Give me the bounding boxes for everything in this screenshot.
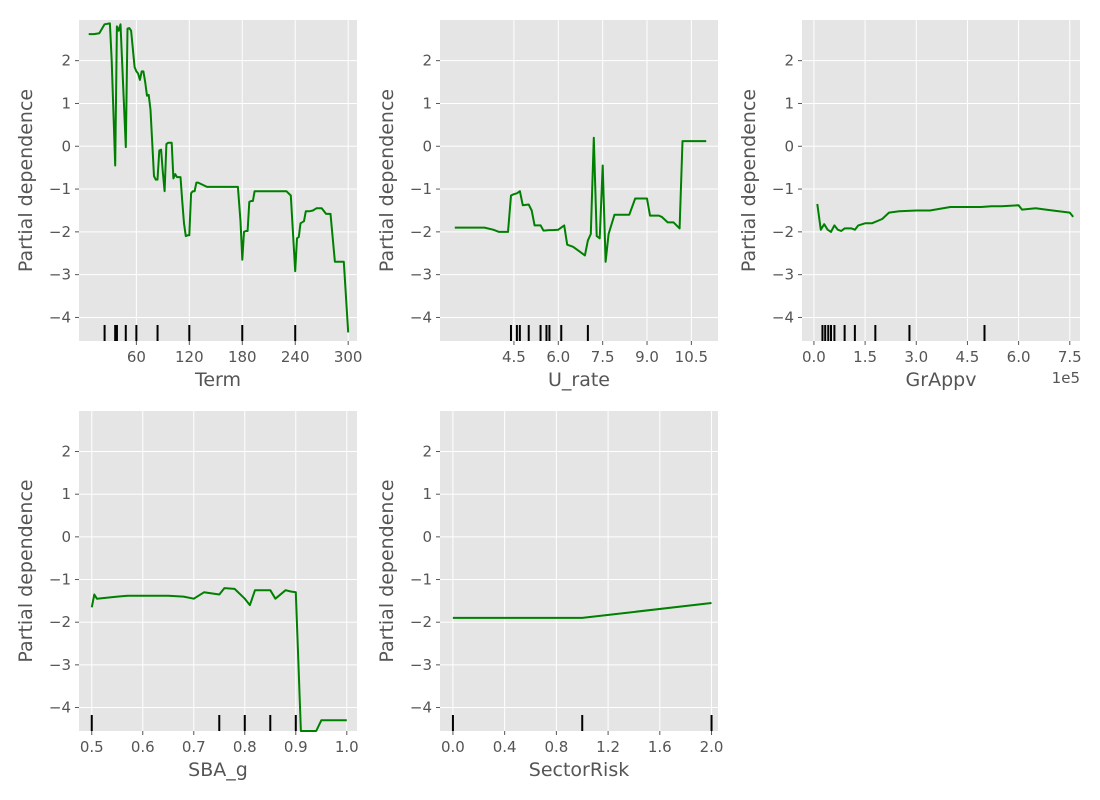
x-tick-label: 0.7 [182,738,206,756]
y-tick-label: 2 [422,52,432,70]
x-tick-label: 7.5 [591,348,615,366]
y-tick-label: 0 [422,137,432,155]
y-tick-label: 0 [61,528,71,546]
y-tick-label: −3 [772,266,794,284]
gridlines [440,411,718,731]
plot-area [79,411,357,731]
x-tick-label: 9.0 [635,348,659,366]
x-tick-label: 1.5 [853,348,877,366]
x-tick-label: 3.0 [904,348,928,366]
y-axis-label: Partial dependence [376,479,398,662]
x-axis-label: U_rate [548,369,610,391]
x-tick-label: 1.0 [335,738,359,756]
y-tick-label: −4 [49,308,71,326]
y-tick-label: 1 [61,94,71,112]
y-tick-label: −1 [410,571,432,589]
x-tick-label: 240 [281,348,310,366]
x-tick-label: 6.0 [1007,348,1031,366]
x-tick-label: 300 [334,348,363,366]
x-tick-label: 4.5 [502,348,526,366]
x-tick-label: 1.2 [596,738,620,756]
y-tick-label: 1 [784,94,794,112]
x-axis-label: GrAppv [906,369,977,391]
y-tick-label: −4 [410,699,432,717]
partial-dependence-line [452,602,712,619]
y-tick-label: 1 [422,485,432,503]
gridlines [79,20,357,341]
y-tick-label: 0 [422,528,432,546]
gridlines [802,20,1080,341]
y-tick-label: −4 [772,308,794,326]
y-axis-label: Partial dependence [15,89,37,272]
y-tick-label: −2 [49,613,71,631]
y-tick-label: 2 [61,52,71,70]
x-axis-label: Term [194,369,241,391]
x-axis-offset-label: 1e5 [1052,369,1080,387]
x-tick-label: 6.0 [546,348,570,366]
y-tick-label: −1 [410,180,432,198]
plot-area [802,20,1080,341]
x-axis-label: SectorRisk [529,759,629,781]
x-tick-label: 0.8 [544,738,568,756]
y-tick-label: −2 [410,223,432,241]
y-tick-label: −4 [410,308,432,326]
y-tick-label: −3 [49,656,71,674]
y-tick-label: −3 [49,266,71,284]
partial-dependence-line [90,587,347,732]
y-tick-label: 2 [784,52,794,70]
y-tick-label: −4 [49,699,71,717]
x-tick-label: 4.5 [956,348,980,366]
x-tick-label: 120 [175,348,204,366]
y-axis-label: Partial dependence [15,479,37,662]
plot-area [440,411,718,731]
x-tick-label: 10.5 [675,348,708,366]
y-tick-label: −1 [49,571,71,589]
y-tick-label: −1 [49,180,71,198]
pdp-panel-5: 0.0 0.4 0.8 1.2 1.6 2.0 −4 −3 −2 −1 0 1 2 SectorRisk P… [376,411,723,781]
x-axis-label: SBA_g [188,759,248,781]
plot-area [440,20,718,341]
partial-dependence-line [816,203,1074,233]
y-axis-label: Partial dependence [738,89,760,272]
y-tick-label: −2 [410,613,432,631]
y-tick-label: −1 [772,180,794,198]
gridlines [79,411,357,731]
x-tick-label: 0.4 [493,738,517,756]
partial-dependence-line [454,136,707,263]
y-tick-label: −3 [410,266,432,284]
pdp-panel-4: 0.5 0.6 0.7 0.8 0.9 1.0 −4 −3 −2 −1 0 1 2 SBA_g Partia… [15,411,359,781]
x-tick-label: 2.0 [700,738,724,756]
partial-dependence-line [88,22,350,333]
y-tick-label: 1 [422,94,432,112]
y-tick-label: −2 [772,223,794,241]
y-tick-label: 2 [61,443,71,461]
y-tick-label: 0 [61,137,71,155]
x-tick-label: 0.9 [284,738,308,756]
x-tick-label: 180 [228,348,257,366]
y-tick-label: 0 [784,137,794,155]
x-tick-label: 1.6 [648,738,672,756]
x-tick-label: 0.5 [80,738,104,756]
x-tick-label: 0.0 [441,738,465,756]
pdp-panel-3: 0.0 1.5 3.0 4.5 6.0 7.5 −4 −3 −2 −1 0 1 2 GrAppv Parti… [738,20,1082,391]
x-tick-label: 60 [127,348,146,366]
plot-area [79,20,357,341]
x-tick-label: 0.6 [131,738,155,756]
pdp-panel-2: 4.5 6.0 7.5 9.0 10.5 −4 −3 −2 −1 0 1 2 U_rate Partial… [376,20,718,391]
y-tick-label: 1 [61,485,71,503]
y-tick-label: −3 [410,656,432,674]
y-tick-label: −2 [49,223,71,241]
pdp-panel-1: 60 120 180 240 300 −4 −3 −2 −1 0 1 2 Term Partial dep… [15,20,362,391]
x-tick-label: 7.5 [1058,348,1082,366]
x-tick-label: 0.0 [802,348,826,366]
y-tick-label: 2 [422,443,432,461]
x-tick-label: 0.8 [233,738,257,756]
y-axis-label: Partial dependence [376,89,398,272]
